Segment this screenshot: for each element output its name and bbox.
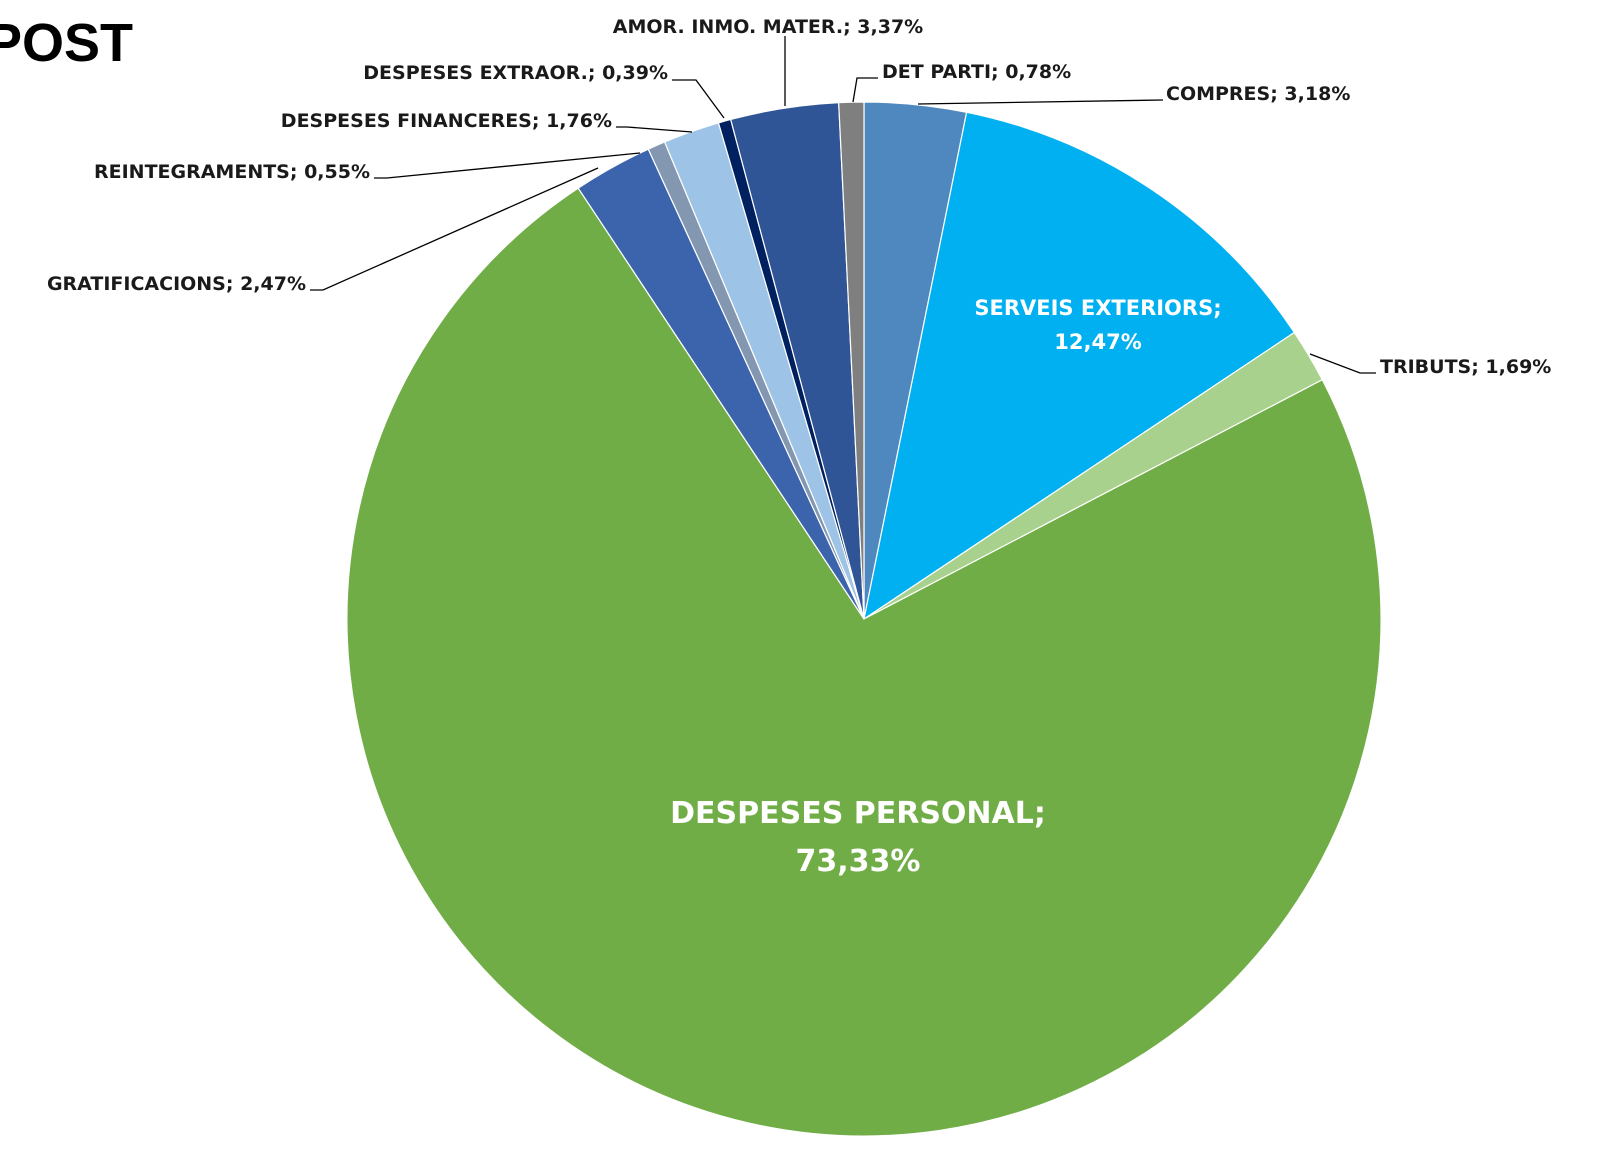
slice-label-despeses-financeres: DESPESES FINANCERES; 1,76%: [281, 110, 612, 132]
slice-label-det-parti: DET PARTI; 0,78%: [882, 61, 1071, 83]
pie-slice-despeses-personal: [346, 187, 1382, 1137]
slice-label-tributs: TRIBUTS; 1,69%: [1380, 356, 1551, 378]
leader-line-compres: [917, 99, 1164, 105]
leader-line-reintegraments: [374, 152, 641, 179]
leader-line-det-parti: [852, 77, 878, 103]
slice-label-reintegraments: REINTEGRAMENTS; 0,55%: [94, 161, 370, 183]
leader-line-tributs: [1309, 353, 1376, 374]
leader-line-despeses-extraor: [672, 79, 725, 119]
page-title: POST: [0, 13, 134, 73]
pie-slice-serveis-exteriors: [863, 111, 1296, 621]
slice-label-serveis-exteriors: SERVEIS EXTERIORS;: [974, 296, 1221, 320]
leader-line-gratificacions: [310, 167, 599, 291]
pie-slice-det-parti: [838, 101, 865, 620]
slice-label-gratificacions: GRATIFICACIONS; 2,47%: [47, 273, 306, 295]
slice-value-serveis-exteriors: 12,47%: [1054, 330, 1141, 354]
slice-value-despeses-personal: 73,33%: [796, 844, 921, 879]
slice-label-compres: COMPRES; 3,18%: [1166, 83, 1350, 105]
slice-label-amor-inmo-mater: AMOR. INMO. MATER.; 3,37%: [613, 16, 923, 38]
leader-line-despeses-financeres: [616, 126, 693, 133]
slice-label-despeses-extraor: DESPESES EXTRAOR.; 0,39%: [363, 62, 668, 84]
slice-label-despeses-personal: DESPESES PERSONAL;: [670, 796, 1046, 831]
